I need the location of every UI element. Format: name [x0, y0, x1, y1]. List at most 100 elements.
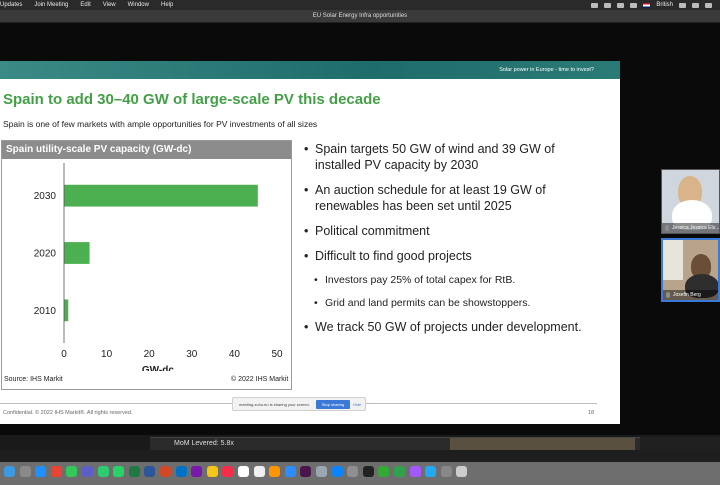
excel-icon[interactable]: [128, 466, 140, 477]
menu-edit[interactable]: Edit: [80, 2, 91, 8]
background-right-window[interactable]: [640, 437, 720, 450]
background-window-text: MoM Levered: 5.8x: [174, 440, 234, 447]
zoom-icon[interactable]: [284, 466, 296, 477]
slide-banner: Solar power in Europe - time to invest?: [0, 61, 620, 79]
control-center-icon[interactable]: [705, 2, 712, 8]
facetime-icon[interactable]: [97, 466, 109, 477]
bullet-item: We track 50 GW of projects under develop…: [303, 319, 593, 335]
terminal-icon[interactable]: [362, 466, 374, 477]
x-tick-label: 0: [61, 349, 67, 360]
slide-subtitle: Spain is one of few markets with ample o…: [3, 119, 318, 129]
onenote-icon[interactable]: [191, 466, 203, 477]
reminders-icon[interactable]: [253, 466, 265, 477]
x-tick-label: 10: [101, 349, 113, 360]
music-icon[interactable]: [222, 466, 234, 477]
category-label: 2010: [34, 306, 57, 317]
x-axis-label: GW-dc: [142, 365, 174, 371]
creative-cloud-icon[interactable]: [591, 2, 599, 8]
preview-icon[interactable]: [316, 466, 327, 477]
participant-name: Jessica Jessica Els...: [662, 223, 719, 233]
bluetooth-icon[interactable]: [604, 2, 612, 8]
presentation-slide: Solar power in Europe - time to invest? …: [0, 61, 620, 424]
background-window: [663, 240, 683, 280]
chart-source: Source: IHS Markit: [4, 376, 63, 383]
sub-bullet-item: Grid and land permits can be showstopper…: [313, 296, 593, 310]
whatsapp-icon[interactable]: [113, 466, 125, 477]
dock: [0, 462, 720, 485]
search-icon[interactable]: [692, 2, 699, 8]
capacity-chart: Spain utility-scale PV capacity (GW-dc) …: [1, 140, 292, 390]
banner-text: Solar power in Europe - time to invest?: [499, 67, 594, 73]
bar-2030: [64, 184, 258, 207]
vscode-icon[interactable]: [425, 466, 437, 477]
figma-icon[interactable]: [409, 466, 421, 477]
input-source-label[interactable]: British: [656, 2, 673, 8]
menu-help[interactable]: Help: [160, 2, 174, 8]
participant-name: Josefin Berg: [663, 290, 718, 300]
background-spreadsheet-window[interactable]: MoM Levered: 5.8x: [150, 437, 640, 450]
slide-footer: Confidential. © 2022 IHS Markit®. All ri…: [3, 410, 133, 416]
photos-icon[interactable]: [269, 466, 281, 477]
chart-copyright: © 2022 IHS Markit: [231, 376, 289, 383]
x-tick-label: 50: [271, 349, 283, 360]
stop-sharing-button[interactable]: Stop sharing: [316, 400, 350, 409]
calendar-icon[interactable]: [238, 466, 249, 477]
safari-icon[interactable]: [35, 466, 47, 477]
teams-icon[interactable]: [82, 466, 93, 477]
powerpoint-icon[interactable]: [160, 466, 171, 477]
menu-join-meeting[interactable]: Join Meeting: [34, 2, 69, 8]
settings-icon[interactable]: [347, 466, 359, 477]
chart-header: Spain utility-scale PV capacity (GW-dc): [2, 141, 291, 159]
slide-title: Spain to add 30–40 GW of large-scale PV …: [3, 91, 381, 108]
bullet-item: Political commitment: [303, 223, 593, 239]
mic-icon: [666, 292, 670, 298]
menu-window[interactable]: Window: [127, 2, 149, 8]
volume-icon[interactable]: [630, 2, 638, 8]
finder-icon[interactable]: [4, 466, 15, 477]
system-preferences-icon[interactable]: [440, 466, 452, 477]
sub-bullet-item: Investors pay 25% of total capex for RtB…: [313, 273, 593, 287]
outlook-icon[interactable]: [175, 466, 187, 477]
mic-icon: [665, 225, 669, 231]
x-tick-label: 20: [144, 349, 156, 360]
participant-video-body: [672, 200, 712, 230]
slack-icon[interactable]: [300, 466, 312, 477]
participant-tile[interactable]: Josefin Berg: [661, 238, 720, 302]
bullet-list: Spain targets 50 GW of wind and 39 GW of…: [303, 141, 593, 344]
bullet-item: An auction schedule for at least 19 GW o…: [303, 182, 593, 214]
numbers-icon[interactable]: [394, 466, 405, 477]
page-number: 18: [588, 410, 595, 416]
screen-share-bar: meeting.zoho.eu is sharing your screen. …: [232, 397, 366, 411]
background-grid: [450, 438, 635, 450]
activity-monitor-icon[interactable]: [378, 466, 390, 477]
share-message: meeting.zoho.eu is sharing your screen.: [239, 402, 310, 407]
window-title: EU Solar Energy Infra opportunities: [0, 10, 720, 23]
word-icon[interactable]: [144, 466, 156, 477]
x-tick-label: 30: [186, 349, 198, 360]
messages-icon[interactable]: [66, 466, 78, 477]
category-label: 2020: [34, 249, 57, 260]
participant-video-body: [685, 274, 718, 298]
app-store-icon[interactable]: [331, 466, 343, 477]
uk-flag-icon[interactable]: [643, 2, 651, 8]
wifi-icon[interactable]: [679, 2, 686, 8]
bar-2020: [64, 242, 90, 264]
x-tick-label: 40: [229, 349, 241, 360]
participant-tile[interactable]: Jessica Jessica Els...: [661, 169, 720, 234]
chrome-icon[interactable]: [50, 466, 62, 477]
bar-2010: [64, 299, 69, 322]
trash-icon[interactable]: [456, 466, 468, 477]
menu-updates[interactable]: Updates: [0, 2, 23, 8]
bullet-item: Spain targets 50 GW of wind and 39 GW of…: [303, 141, 593, 173]
hide-button[interactable]: Hide: [353, 402, 362, 407]
status-area: British: [591, 0, 712, 10]
bullet-item: Difficult to find good projects: [303, 248, 593, 264]
menu-view[interactable]: View: [102, 2, 116, 8]
participant-video: [691, 254, 711, 278]
battery-icon[interactable]: [617, 2, 625, 8]
notes-icon[interactable]: [206, 466, 218, 477]
category-label: 2030: [34, 191, 57, 202]
launchpad-icon[interactable]: [19, 466, 31, 477]
menu-bar: Updates Join Meeting Edit View Window He…: [0, 0, 720, 10]
